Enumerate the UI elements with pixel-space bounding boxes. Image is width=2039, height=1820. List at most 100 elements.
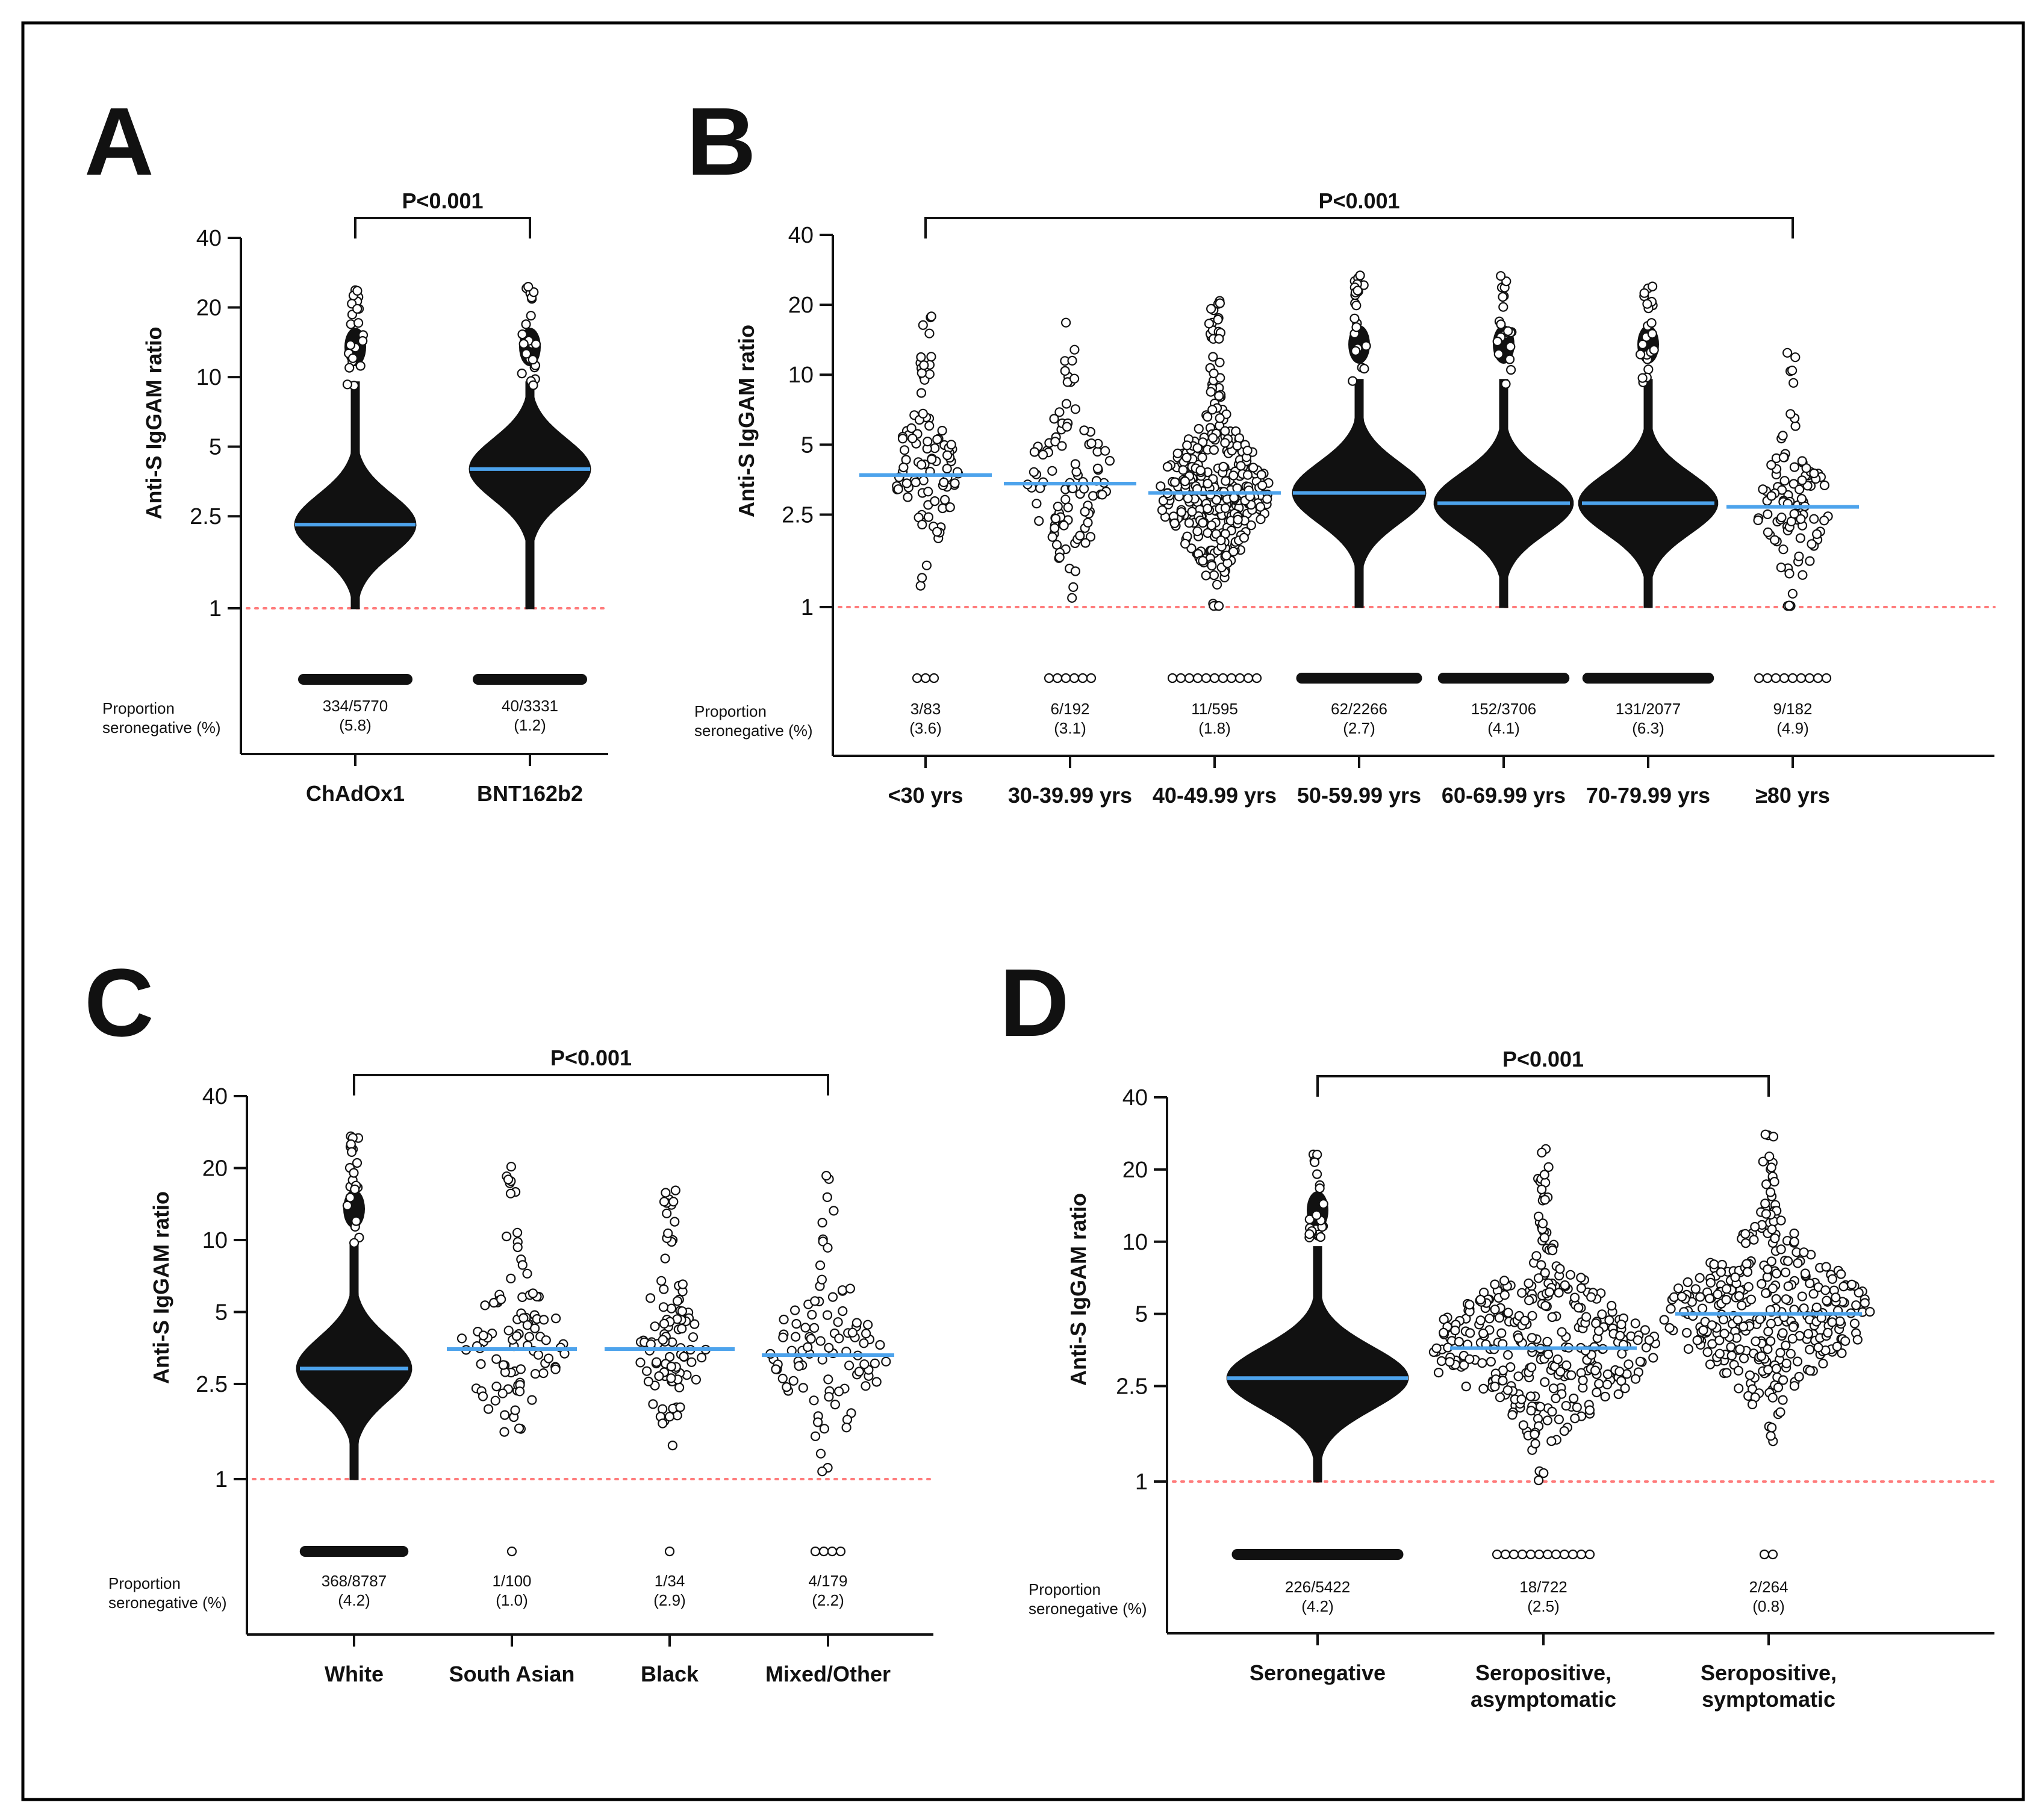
seronegative-count: 152/3706 (1471, 700, 1536, 718)
data-point (1262, 494, 1272, 504)
data-point (696, 1353, 707, 1363)
data-point (661, 1188, 671, 1198)
significance-bracket (353, 1074, 829, 1095)
data-point (672, 1296, 683, 1306)
data-point (1767, 1423, 1777, 1433)
data-point (1570, 1292, 1580, 1303)
y-tick-label: 40 (788, 223, 814, 248)
data-point (1808, 1289, 1819, 1299)
data-point (1561, 1401, 1571, 1411)
data-point (806, 1333, 816, 1344)
data-point (1644, 1335, 1654, 1345)
seronegative-count: 2/264 (1749, 1578, 1788, 1596)
data-point (1215, 357, 1225, 367)
x-tick-label: symptomatic (1702, 1687, 1835, 1712)
data-point (1312, 1210, 1322, 1220)
data-point (1540, 1301, 1551, 1311)
data-point (1059, 520, 1069, 531)
data-point (1229, 493, 1239, 503)
data-point (1809, 468, 1819, 479)
data-point (1097, 490, 1107, 500)
category-group: Mixed/Other 4/179(2.2) (762, 1171, 894, 1686)
data-point (1779, 476, 1790, 486)
data-point (939, 477, 949, 488)
data-point (1542, 1415, 1552, 1426)
data-points (296, 1131, 412, 1557)
data-point (815, 1448, 826, 1459)
data-point (496, 1294, 506, 1304)
data-point (1739, 1321, 1749, 1332)
data-point (1445, 1357, 1455, 1367)
data-point (1226, 673, 1237, 684)
data-point (666, 1373, 676, 1383)
data-point (1359, 364, 1369, 374)
x-tick-label: White (325, 1662, 384, 1686)
data-point (1209, 673, 1220, 684)
data-point (1310, 1157, 1320, 1167)
data-point (1454, 1336, 1464, 1347)
data-point (1633, 1335, 1643, 1345)
data-point (1778, 431, 1788, 441)
data-point (1351, 346, 1361, 356)
data-point (1759, 1549, 1770, 1560)
category-group: 30-39.99 yrs 6/192(3.1) (1004, 317, 1136, 808)
data-point (505, 1188, 516, 1198)
data-point (1547, 1312, 1557, 1323)
data-point (518, 338, 529, 349)
data-point (346, 1139, 356, 1150)
data-point (659, 1197, 670, 1207)
data-point (1539, 1170, 1549, 1180)
data-point (1782, 347, 1793, 358)
proportion-label: seronegative (%) (694, 721, 813, 740)
data-point (358, 335, 368, 346)
data-point (543, 1353, 554, 1363)
data-point (861, 1329, 871, 1339)
data-point (1837, 1348, 1847, 1358)
seronegative-count: 11/595 (1191, 700, 1238, 718)
proportion-label: seronegative (%) (102, 718, 221, 737)
data-point (1795, 484, 1805, 494)
data-point (1167, 673, 1178, 684)
data-point (1851, 1300, 1861, 1310)
data-point (926, 311, 936, 322)
data-point (1597, 1309, 1607, 1320)
data-point (1214, 334, 1224, 344)
data-point (1821, 673, 1832, 684)
data-point (1705, 1359, 1716, 1370)
data-point (1637, 339, 1648, 350)
data-point (915, 581, 926, 591)
data-point (1178, 465, 1188, 475)
data-point (1495, 1392, 1505, 1403)
data-point (1702, 1347, 1713, 1357)
data-point (1827, 1317, 1837, 1327)
data-point (1709, 1259, 1719, 1270)
data-point (1789, 1381, 1799, 1391)
data-point (646, 1339, 656, 1350)
data-point (1548, 1245, 1558, 1256)
seronegative-count: 1/100 (492, 1572, 531, 1590)
data-point (834, 1333, 844, 1344)
data-point (1315, 1183, 1325, 1194)
data-point (1742, 1259, 1752, 1269)
data-point (1576, 1273, 1586, 1283)
seronegative-percent: (6.3) (1632, 719, 1664, 737)
data-point (1635, 1356, 1645, 1367)
category-group: Black 1/34(2.9) (605, 1185, 735, 1686)
p-value-label: P<0.001 (402, 189, 483, 213)
category-group: <30 yrs 3/83(3.6) (859, 311, 992, 808)
data-point (923, 512, 934, 522)
data-point (1555, 1264, 1565, 1274)
data-point (1683, 1344, 1693, 1354)
data-point (1351, 322, 1362, 332)
y-tick-label: 10 (788, 363, 814, 388)
data-point (1498, 302, 1508, 312)
seronegative-percent: (5.8) (339, 716, 371, 734)
data-point (517, 1260, 528, 1270)
data-point (1197, 452, 1207, 463)
data-point (862, 1320, 873, 1330)
data-point (352, 285, 363, 296)
data-point (818, 1236, 828, 1247)
seronegative-count: 368/8787 (322, 1572, 387, 1590)
data-point (777, 1373, 788, 1384)
data-point (803, 1342, 813, 1352)
